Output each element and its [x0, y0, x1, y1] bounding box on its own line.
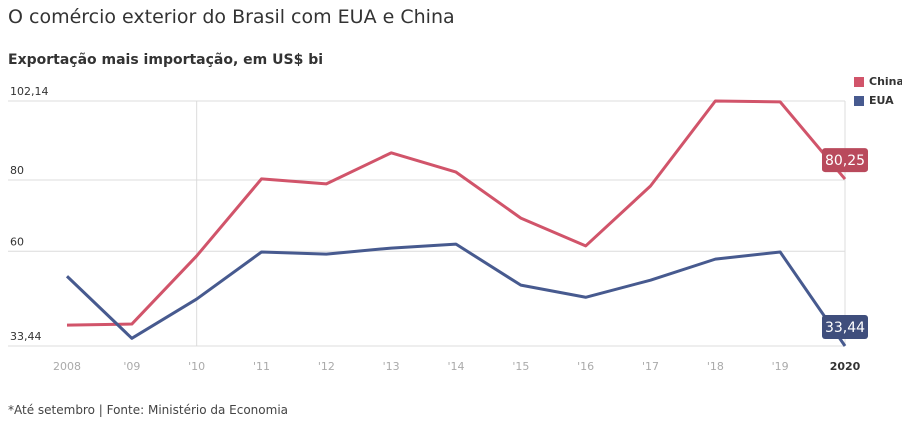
end-label-bg-china	[822, 148, 868, 173]
series-line-china	[66, 99, 847, 327]
legend-swatch	[854, 76, 864, 87]
series-line-eua	[65, 242, 847, 347]
x-tick-label: '14	[447, 360, 464, 373]
chart-title: O comércio exterior do Brasil com EUA e …	[8, 6, 455, 28]
end-label-eua: 33,44	[825, 320, 865, 336]
end-label-china: 80,25	[825, 153, 865, 169]
end-label-bg-eua	[822, 315, 868, 339]
x-tick-label: '12	[318, 360, 335, 373]
chart-subtitle: Exportação mais importação, em US$ bi	[8, 52, 324, 68]
y-tick-label: 33,44	[10, 330, 42, 343]
x-tick-label: '09	[123, 360, 140, 373]
x-tick-label: '17	[642, 360, 659, 373]
legend-item-china: China	[854, 72, 902, 91]
source-note: *Até setembro | Fonte: Ministério da Eco…	[8, 403, 289, 417]
legend-label: EUA	[869, 94, 894, 107]
y-tick-label: 102,14	[10, 85, 49, 98]
x-tick-label: 2008	[53, 360, 81, 373]
y-tick-label: 60	[10, 235, 24, 248]
x-tick-label: '16	[577, 360, 594, 373]
x-tick-label: '19	[772, 360, 789, 373]
legend-label: China	[869, 75, 902, 88]
legend: China EUA	[854, 72, 902, 110]
x-tick-label: '10	[188, 360, 205, 373]
legend-swatch	[854, 95, 864, 106]
x-tick-label: 2020	[830, 360, 861, 373]
y-tick-label: 80	[10, 164, 24, 177]
x-tick-label: '13	[383, 360, 400, 373]
legend-item-eua: EUA	[854, 91, 902, 110]
x-tick-label: '11	[253, 360, 270, 373]
x-tick-label: '15	[512, 360, 529, 373]
x-tick-label: '18	[707, 360, 724, 373]
